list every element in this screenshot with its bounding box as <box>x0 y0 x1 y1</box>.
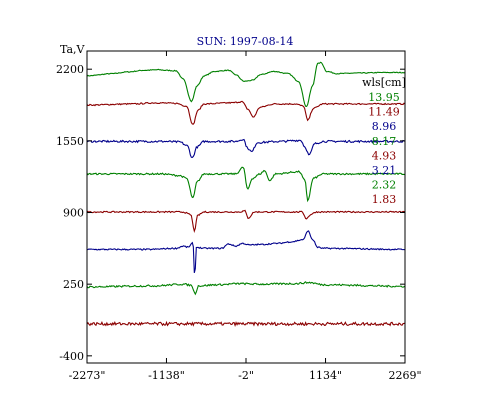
x-tick-label: -1138" <box>148 369 185 382</box>
series-line-2 <box>86 138 406 158</box>
legend-entry-5: 3.21 <box>372 164 397 177</box>
legend-entry-4: 4.93 <box>372 149 397 162</box>
legend-entry-0: 13.95 <box>368 91 400 104</box>
legend-entry-3: 8.17 <box>372 135 397 148</box>
y-axis-label: Ta,V <box>60 43 86 56</box>
legend-entry-7: 1.83 <box>372 193 397 206</box>
x-tick-label: -2" <box>238 369 254 382</box>
x-axis: -2273" -1138" -2" 1134" 2269" <box>69 51 422 382</box>
series-line-3 <box>86 166 406 203</box>
plot-frame <box>86 50 406 364</box>
y-tick-label: 1550 <box>56 135 84 148</box>
legend-entry-6: 2.32 <box>372 179 397 192</box>
series-line-6 <box>86 281 406 296</box>
x-tick-label: -2273" <box>69 369 106 382</box>
y-tick-label: -400 <box>59 350 84 363</box>
series-line-0 <box>86 61 406 107</box>
y-tick-label: 2200 <box>56 63 84 76</box>
x-tick-label: 2269" <box>388 369 421 382</box>
traces <box>86 61 406 328</box>
series-line-1 <box>86 100 406 125</box>
legend-entry-1: 11.49 <box>368 106 400 119</box>
y-tick-label: 900 <box>63 207 84 220</box>
series-line-5 <box>86 230 406 274</box>
y-tick-label: 250 <box>63 278 84 291</box>
legend-entry-2: 8.96 <box>372 120 397 133</box>
series-line-4 <box>86 209 406 234</box>
series-line-7 <box>86 320 406 328</box>
x-tick-label: 1134" <box>309 369 342 382</box>
legend-title: wls[cm] <box>362 76 406 89</box>
y-axis: 2200 1550 900 250 -400 <box>56 63 405 363</box>
chart-title: SUN: 1997-08-14 <box>197 35 294 48</box>
legend: 13.95 11.498.96 8.174.93 3.21 2.321.83 <box>368 91 400 206</box>
